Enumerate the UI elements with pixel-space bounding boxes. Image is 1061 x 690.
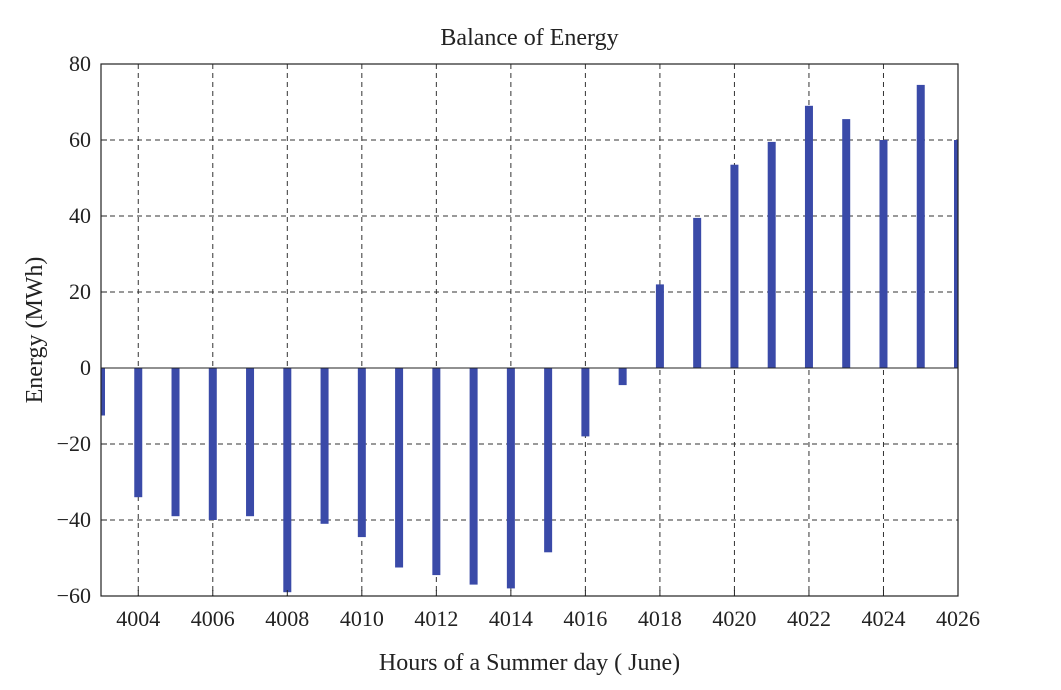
x-tick-label: 4020 xyxy=(712,606,756,631)
bar xyxy=(655,284,664,368)
bar xyxy=(879,140,888,368)
bar xyxy=(246,368,255,517)
x-tick-label: 4026 xyxy=(936,606,980,631)
bar xyxy=(171,368,180,517)
bar xyxy=(320,368,329,524)
bar xyxy=(544,368,553,553)
plot-frame xyxy=(100,63,959,597)
bar xyxy=(693,217,702,368)
y-tick-label: 60 xyxy=(69,127,91,152)
x-tick-label: 4024 xyxy=(861,606,905,631)
bar xyxy=(101,368,105,416)
bar xyxy=(432,368,441,576)
x-tick-label: 4008 xyxy=(265,606,309,631)
x-tick-label: 4012 xyxy=(414,606,458,631)
y-tick-label: 20 xyxy=(69,279,91,304)
y-tick-label: −60 xyxy=(57,583,91,608)
x-tick-label: 4006 xyxy=(191,606,235,631)
x-tick-label: 4004 xyxy=(116,606,160,631)
bar xyxy=(581,368,590,437)
x-axis-label: Hours of a Summer day ( June) xyxy=(379,650,680,676)
bar xyxy=(618,368,627,386)
grid-layer xyxy=(101,64,958,596)
bar xyxy=(357,368,366,538)
bar xyxy=(208,368,217,520)
x-tick-label: 4022 xyxy=(787,606,831,631)
bar xyxy=(134,368,143,498)
y-axis-label: Energy (MWh) xyxy=(22,257,48,404)
bar xyxy=(283,368,292,593)
bar xyxy=(804,105,813,369)
bar xyxy=(954,140,958,368)
x-tick-label: 4014 xyxy=(489,606,533,631)
y-tick-label: 80 xyxy=(69,51,91,76)
x-tick-label: 4010 xyxy=(340,606,384,631)
bars-layer xyxy=(101,84,958,593)
bar xyxy=(730,164,739,368)
bar xyxy=(469,368,478,585)
x-tick-label: 4018 xyxy=(638,606,682,631)
bar xyxy=(916,84,925,369)
bar xyxy=(767,141,776,368)
bar xyxy=(395,368,404,568)
bar xyxy=(506,368,515,589)
bar xyxy=(842,119,851,368)
ticks-layer: 4004 4006 4008 4010 4012 4014 4016 4018 4020 4022… xyxy=(57,51,980,631)
y-tick-label: −20 xyxy=(57,431,91,456)
chart-title: Balance of Energy xyxy=(440,25,618,51)
y-tick-label: −40 xyxy=(57,507,91,532)
x-tick-label: 4016 xyxy=(563,606,607,631)
y-tick-label: 40 xyxy=(69,203,91,228)
y-tick-label: 0 xyxy=(80,355,91,380)
